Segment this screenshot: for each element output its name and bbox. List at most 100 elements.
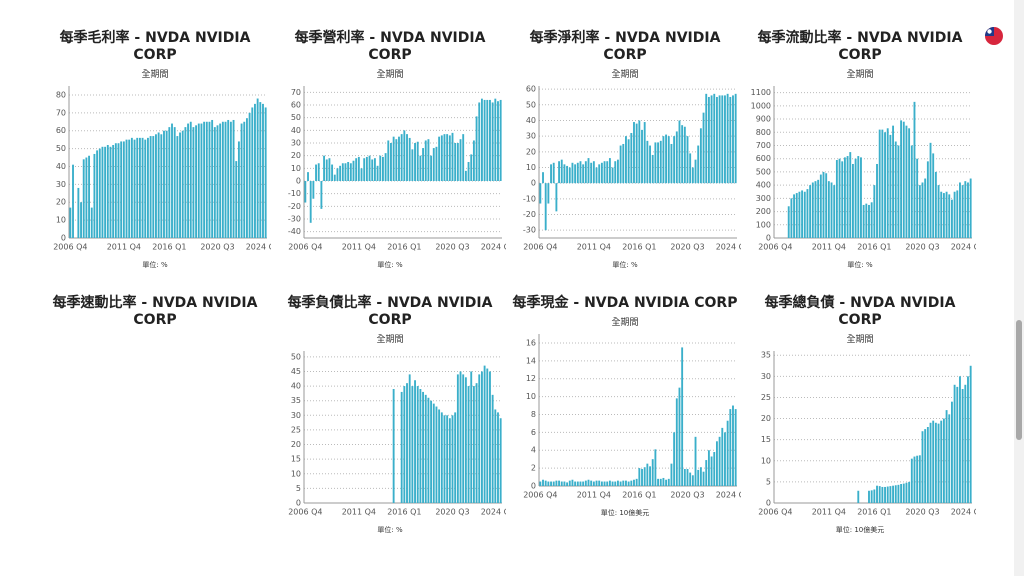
- bar: [940, 191, 943, 238]
- bar: [120, 141, 123, 238]
- bar: [357, 156, 360, 181]
- bar: [734, 409, 737, 486]
- chart-title: 每季總負債 - NVDA NVIDIA CORP: [764, 295, 956, 328]
- bar: [149, 136, 152, 238]
- bar: [427, 397, 430, 503]
- bar: [638, 120, 641, 184]
- chart-subtitle: 全期間: [611, 318, 639, 328]
- bar: [665, 134, 668, 184]
- bar: [587, 158, 590, 184]
- bar: [438, 136, 441, 181]
- bar: [967, 376, 969, 503]
- bar: [790, 198, 793, 238]
- chart-subtitle: 全期間: [846, 335, 874, 345]
- bar: [892, 485, 895, 503]
- bar: [595, 167, 598, 184]
- y-tick-label: 1100: [751, 88, 771, 97]
- y-tick-label: 20: [526, 147, 536, 156]
- bar: [456, 374, 459, 503]
- bar: [942, 418, 945, 503]
- bar: [138, 137, 141, 238]
- y-tick-label: 30: [291, 139, 301, 148]
- bar: [371, 159, 374, 181]
- bar: [416, 141, 419, 181]
- bar: [446, 415, 449, 503]
- bar: [803, 191, 806, 238]
- bar: [563, 164, 566, 184]
- bar: [862, 204, 865, 238]
- y-tick-label: 6: [531, 428, 536, 437]
- bar: [675, 131, 678, 184]
- bar: [96, 150, 99, 238]
- bar: [657, 478, 660, 486]
- bar: [827, 181, 830, 238]
- bar: [381, 156, 384, 181]
- bar: [659, 140, 662, 184]
- bar: [833, 185, 836, 238]
- bar: [886, 486, 889, 503]
- bar: [691, 167, 694, 184]
- bar: [80, 202, 82, 238]
- bar: [117, 143, 120, 238]
- bar: [726, 93, 729, 184]
- bar: [563, 481, 566, 486]
- bar: [953, 191, 956, 238]
- bar: [608, 158, 611, 184]
- x-tick-label: 2024 Q: [246, 243, 271, 252]
- bar: [576, 481, 579, 486]
- x-tick-label: 2016 Q1: [387, 243, 421, 252]
- bar: [697, 469, 700, 486]
- bar: [710, 95, 713, 184]
- x-tick-label: 2011 Q4: [812, 243, 846, 252]
- bar: [811, 182, 814, 238]
- bar: [552, 481, 555, 486]
- unit-label: 單位: 10億美元: [835, 526, 885, 534]
- bar: [590, 480, 593, 486]
- bar: [539, 183, 542, 204]
- bar: [462, 134, 465, 181]
- bar: [560, 481, 563, 486]
- bar: [793, 194, 796, 238]
- y-tick-label: 8: [531, 410, 536, 419]
- bar: [216, 125, 219, 238]
- bar: [817, 179, 820, 238]
- bar: [558, 480, 561, 486]
- bar: [456, 143, 459, 181]
- bar: [713, 452, 716, 486]
- bar: [146, 137, 149, 238]
- bar: [934, 422, 937, 503]
- bar: [854, 158, 857, 238]
- bar: [568, 167, 571, 184]
- bar: [881, 486, 884, 503]
- y-tick-label: 25: [761, 393, 771, 402]
- bar: [849, 152, 852, 238]
- x-tick-label: 2006 Q4: [288, 243, 322, 252]
- bar: [243, 121, 246, 238]
- unit-label: 單位: %: [142, 261, 168, 269]
- y-tick-label: 10: [526, 392, 536, 401]
- bar: [363, 158, 366, 181]
- bar: [721, 95, 724, 184]
- bar: [568, 480, 571, 486]
- x-tick-label: 2024 Q: [716, 243, 741, 252]
- bar: [446, 134, 449, 181]
- bar: [945, 191, 948, 238]
- y-tick-label: 40: [526, 116, 536, 125]
- bar: [598, 164, 601, 184]
- bar: [592, 161, 595, 184]
- bar: [494, 409, 497, 503]
- x-tick-label: 2011 Q4: [812, 508, 846, 517]
- y-tick-label: -10: [288, 189, 301, 198]
- bar: [902, 121, 905, 238]
- bar: [932, 420, 935, 503]
- bar: [689, 153, 692, 184]
- bar: [681, 125, 684, 184]
- bar: [224, 121, 227, 238]
- bar: [240, 123, 243, 238]
- bar: [77, 187, 80, 238]
- x-tick-label: 2020 Q3: [435, 243, 469, 252]
- bar: [82, 159, 85, 238]
- x-tick-label: 2006 Q4: [53, 243, 87, 252]
- y-tick-label: 45: [291, 367, 301, 376]
- chart-subtitle: 全期間: [846, 70, 874, 80]
